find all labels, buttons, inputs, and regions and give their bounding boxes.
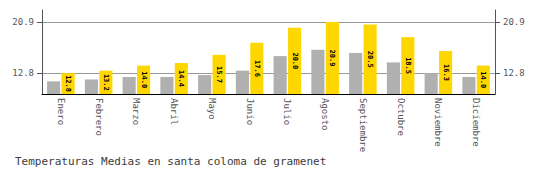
- svg-text:20.9: 20.9: [12, 17, 34, 27]
- svg-text:Agosto: Agosto: [320, 98, 330, 131]
- svg-text:13.2: 13.2: [102, 74, 110, 91]
- svg-text:17.6: 17.6: [253, 60, 261, 77]
- svg-text:Febrero: Febrero: [94, 98, 104, 136]
- svg-text:Septiembre: Septiembre: [358, 98, 368, 152]
- svg-text:14.0: 14.0: [140, 71, 148, 88]
- svg-text:12.8: 12.8: [64, 75, 72, 92]
- svg-text:20.9: 20.9: [328, 50, 336, 67]
- svg-text:Temperaturas Medias en santa c: Temperaturas Medias en santa coloma de g…: [15, 155, 326, 168]
- svg-text:Abril: Abril: [169, 98, 179, 125]
- svg-text:Noviembre: Noviembre: [433, 98, 443, 147]
- svg-text:14.0: 14.0: [479, 71, 487, 88]
- svg-text:Octubre: Octubre: [396, 98, 406, 136]
- svg-text:18.5: 18.5: [404, 57, 412, 74]
- svg-text:Enero: Enero: [56, 98, 66, 125]
- svg-text:20.9: 20.9: [503, 17, 525, 27]
- svg-text:14.4: 14.4: [177, 70, 185, 87]
- svg-text:Mayo: Mayo: [207, 98, 217, 120]
- svg-text:Junio: Junio: [245, 98, 255, 125]
- svg-text:20.0: 20.0: [291, 52, 299, 69]
- svg-text:12.8: 12.8: [12, 68, 34, 78]
- svg-text:12.8: 12.8: [503, 68, 525, 78]
- svg-text:20.5: 20.5: [366, 51, 374, 68]
- svg-text:Diciembre: Diciembre: [471, 98, 481, 147]
- svg-text:Julio: Julio: [282, 98, 292, 125]
- svg-text:15.7: 15.7: [215, 66, 223, 83]
- svg-text:16.3: 16.3: [442, 64, 450, 81]
- svg-text:Marzo: Marzo: [131, 98, 141, 125]
